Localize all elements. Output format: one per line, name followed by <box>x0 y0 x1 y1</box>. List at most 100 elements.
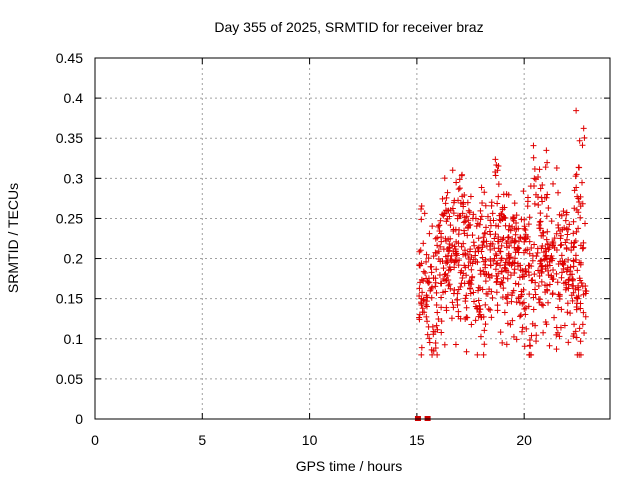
data-point <box>506 254 513 261</box>
data-point <box>494 238 501 245</box>
data-point <box>517 234 524 241</box>
data-point <box>493 279 500 286</box>
data-point <box>579 200 586 207</box>
data-point <box>455 262 462 269</box>
data-point <box>532 322 539 329</box>
data-point <box>493 261 500 268</box>
data-point <box>565 226 572 233</box>
data-point <box>448 252 455 259</box>
data-point <box>575 164 582 171</box>
data-point <box>435 315 442 322</box>
data-point <box>504 320 511 327</box>
data-point <box>502 259 509 266</box>
data-point <box>481 189 488 196</box>
data-point <box>468 277 475 284</box>
data-point <box>554 279 561 286</box>
data-point <box>420 268 427 275</box>
data-point <box>487 240 494 247</box>
data-point <box>494 275 501 282</box>
data-point <box>563 225 570 232</box>
data-point <box>453 179 460 186</box>
data-point <box>416 248 423 255</box>
ticks <box>94 57 610 420</box>
data-point <box>463 304 470 311</box>
data-point <box>521 223 528 230</box>
data-point <box>517 312 524 319</box>
data-point <box>558 212 565 219</box>
data-point <box>433 322 440 329</box>
data-point <box>433 289 440 296</box>
data-point <box>426 230 433 237</box>
data-point <box>489 294 496 301</box>
data-point <box>544 240 551 247</box>
data-point <box>526 291 533 298</box>
data-point <box>500 285 507 292</box>
data-point <box>575 286 582 293</box>
data-point <box>481 230 488 237</box>
data-point <box>442 200 449 207</box>
data-point <box>497 248 504 255</box>
data-point <box>429 323 436 330</box>
data-point <box>503 341 510 348</box>
data-point <box>555 291 562 298</box>
data-point <box>549 276 556 283</box>
data-point <box>486 286 493 293</box>
data-point <box>418 205 425 212</box>
data-point <box>439 195 446 202</box>
data-point <box>562 279 569 286</box>
data-point <box>520 188 527 195</box>
data-point <box>438 280 445 287</box>
data-point <box>470 256 477 263</box>
data-point <box>578 280 585 287</box>
data-point <box>509 317 516 324</box>
y-tick-label: 0.05 <box>56 371 83 387</box>
data-point <box>475 287 482 294</box>
data-point <box>568 240 575 247</box>
data-point <box>463 292 470 299</box>
data-point <box>480 239 487 246</box>
data-point <box>419 289 426 296</box>
data-point <box>545 204 552 211</box>
data-point <box>522 266 529 273</box>
y-tick-label: 0.35 <box>56 130 83 146</box>
data-point <box>574 267 581 274</box>
data-point <box>429 284 436 291</box>
data-point <box>435 223 442 230</box>
data-point <box>544 191 551 198</box>
data-point <box>465 207 472 214</box>
data-point <box>553 230 560 237</box>
data-point <box>530 294 537 301</box>
y-tick-label: 0.25 <box>56 210 83 226</box>
data-point <box>477 207 484 214</box>
data-point <box>507 272 514 279</box>
data-point <box>429 223 436 230</box>
data-point <box>513 219 520 226</box>
data-point <box>574 295 581 302</box>
data-point <box>531 200 538 207</box>
data-point <box>449 299 456 306</box>
data-point <box>525 221 532 228</box>
data-point <box>490 257 497 264</box>
data-point <box>459 274 466 281</box>
data-point <box>512 238 519 245</box>
data-point <box>507 239 514 246</box>
data-point <box>466 279 473 286</box>
data-point <box>450 210 457 217</box>
data-point <box>573 303 580 310</box>
data-point <box>465 256 472 262</box>
data-point <box>492 172 499 179</box>
data-point <box>479 254 486 261</box>
data-point <box>434 234 441 241</box>
data-point <box>424 318 431 325</box>
data-point <box>478 213 485 220</box>
x-tick-label: 20 <box>516 432 532 448</box>
x-tick-label: 10 <box>302 432 318 448</box>
data-point <box>424 294 431 301</box>
data-point <box>498 268 505 275</box>
data-point <box>495 181 502 188</box>
data-point <box>465 262 472 269</box>
data-point <box>511 239 518 246</box>
data-point <box>484 213 491 220</box>
data-point <box>501 309 508 316</box>
